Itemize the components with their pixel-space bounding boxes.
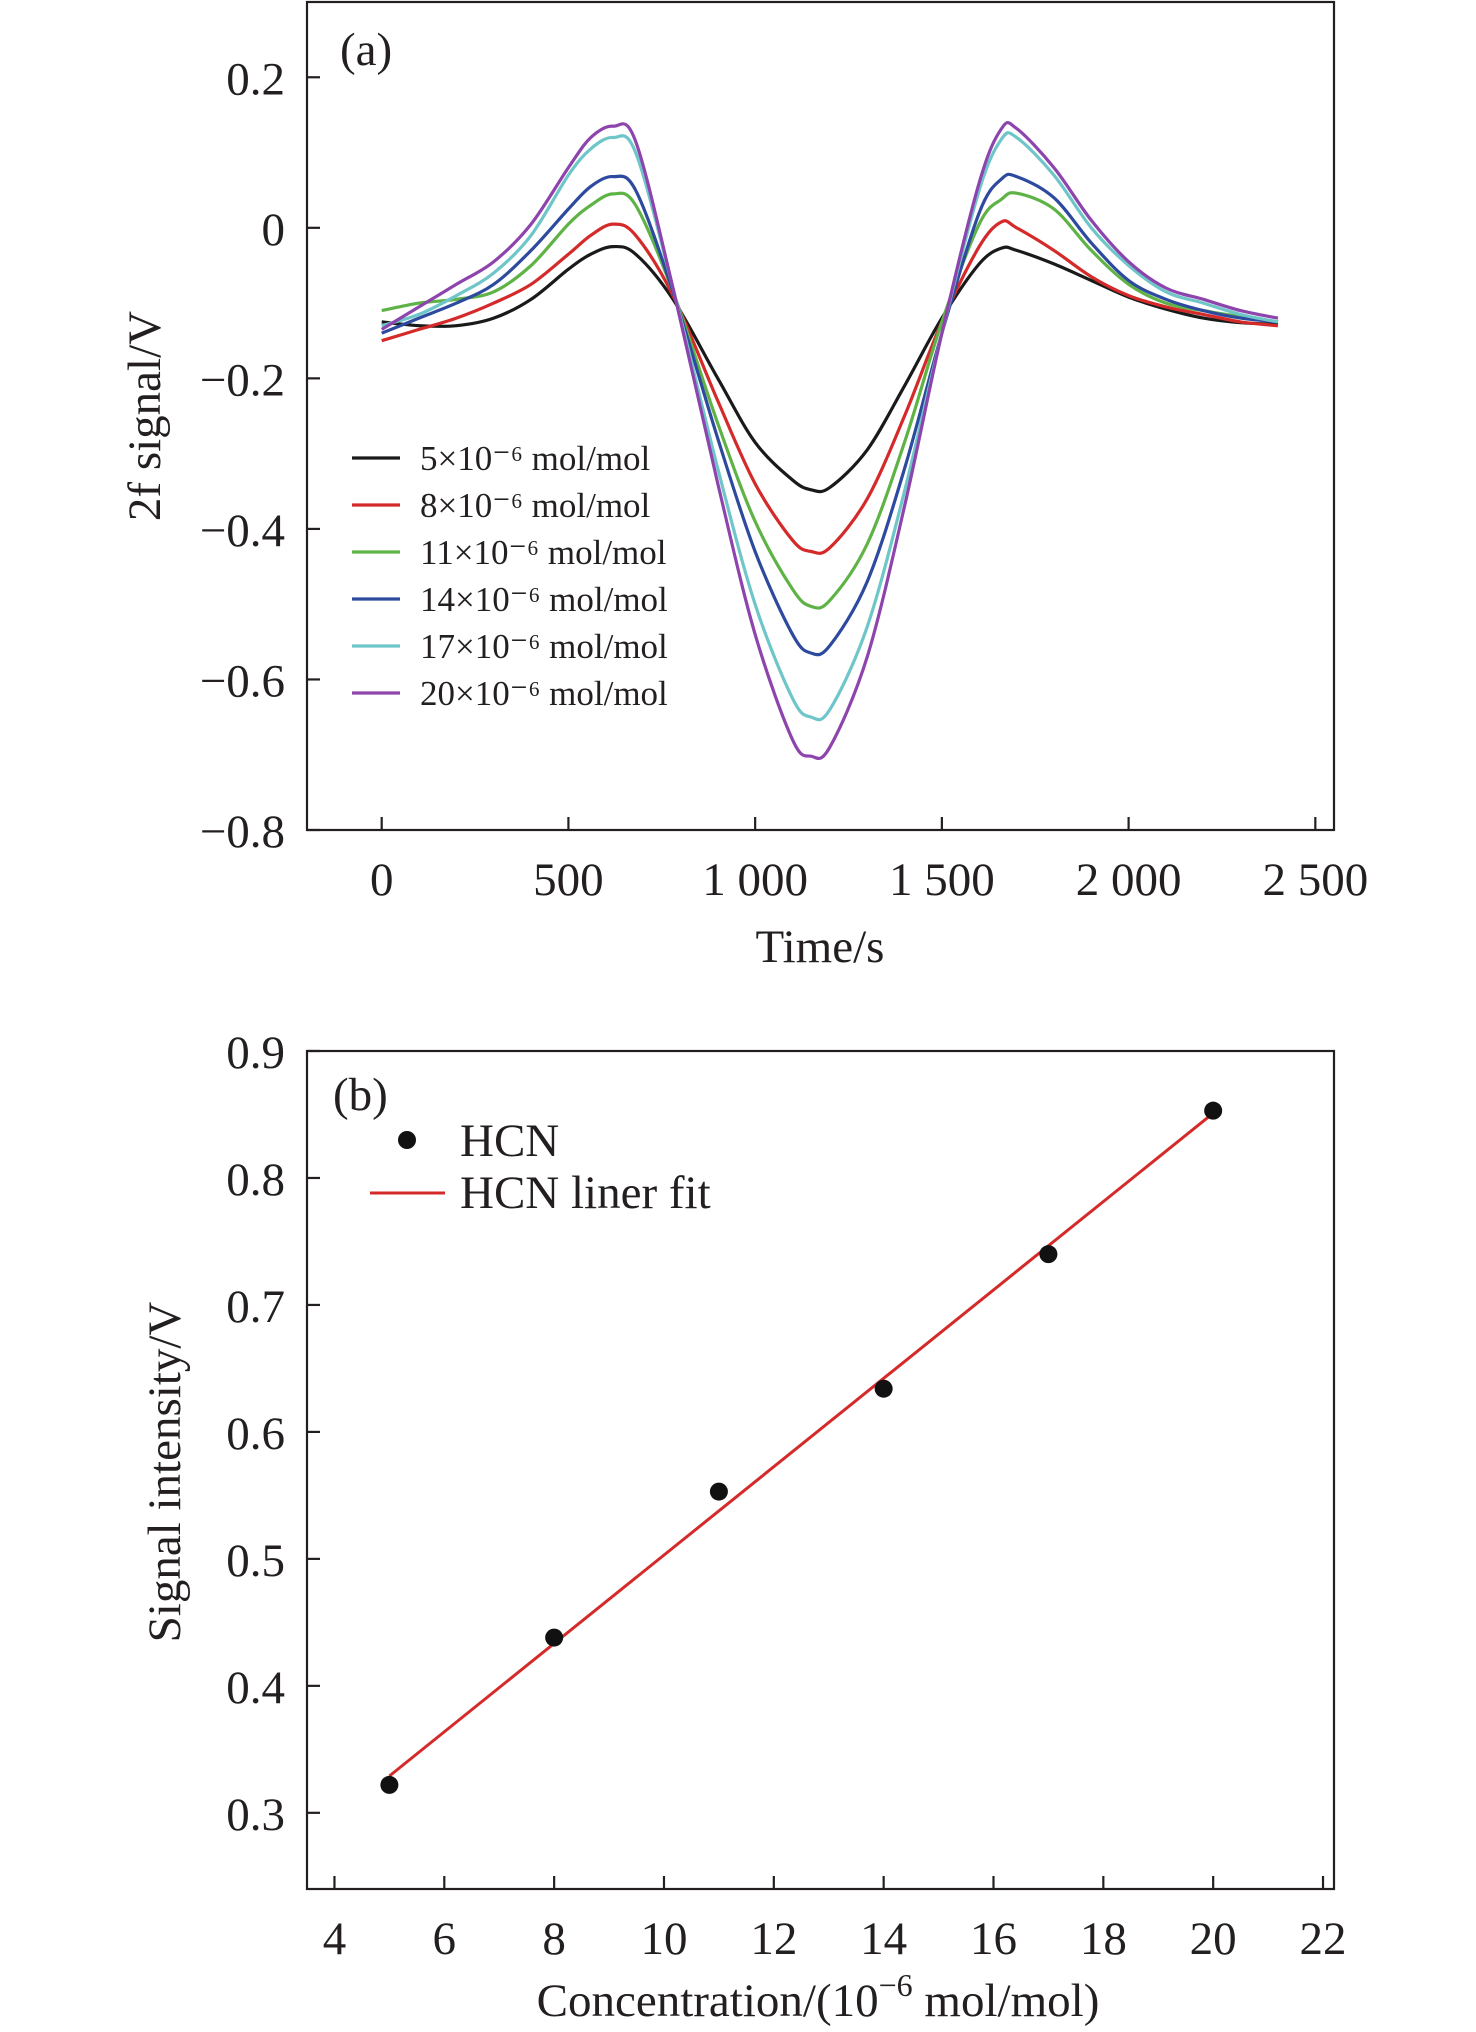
x-tick-label: 16 bbox=[970, 1913, 1017, 1965]
panel-a-y-ticks: 0.2 0 −0.2 −0.4 −0.6 −0.8 bbox=[200, 53, 320, 858]
x-tick-label: 500 bbox=[533, 854, 604, 906]
panel-b-plot-frame bbox=[305, 1049, 1336, 1891]
series-line-5 bbox=[381, 131, 1279, 722]
legend-label-3: 11×10⁻⁶ mol/mol bbox=[420, 533, 667, 572]
data-point bbox=[545, 1628, 564, 1647]
panel-b-scatter-chart: 4 6 8 10 12 14 16 18 20 22 0.30.40.50.60.70.80.9 … bbox=[139, 1027, 1347, 2027]
y-tick-label: −0.6 bbox=[200, 655, 285, 707]
y-tick-label: 0.8 bbox=[226, 1154, 285, 1206]
x-tick-label: 10 bbox=[640, 1913, 687, 1965]
x-tick-label: 2 000 bbox=[1076, 854, 1182, 906]
x-tick-label: 1 500 bbox=[889, 854, 995, 906]
y-tick-label: 0.3 bbox=[226, 1789, 285, 1841]
legend-label-hcn: HCN bbox=[460, 1115, 559, 1167]
y-tick-label: 0.5 bbox=[226, 1535, 285, 1587]
panel-a-x-ticks: 0 500 1 000 1 500 2 000 2 500 bbox=[370, 817, 1368, 906]
x-tick-label: 8 bbox=[542, 1913, 566, 1965]
x-tick-label: 1 000 bbox=[702, 854, 808, 906]
panel-b-x-axis-title-exponent: −6 bbox=[879, 1967, 913, 2003]
y-tick-label: 0.2 bbox=[226, 53, 285, 105]
y-tick-label: 0.4 bbox=[226, 1662, 285, 1714]
panel-b-label: (b) bbox=[333, 1069, 388, 1121]
x-tick-label: 6 bbox=[433, 1913, 457, 1965]
y-tick-label: −0.4 bbox=[200, 505, 285, 557]
panel-a-plot-frame bbox=[305, 0, 1336, 832]
series-line-1 bbox=[381, 244, 1279, 494]
panel-a-series-lines bbox=[380, 121, 1279, 761]
fit-line bbox=[388, 1112, 1215, 1778]
legend-marker-hcn bbox=[398, 1131, 416, 1149]
data-point bbox=[380, 1775, 399, 1794]
y-tick-label: −0.8 bbox=[200, 806, 285, 858]
legend-label-2: 8×10⁻⁶ mol/mol bbox=[420, 486, 651, 525]
y-tick-label: 0 bbox=[262, 204, 286, 256]
y-tick-label: 0.9 bbox=[226, 1027, 285, 1079]
legend-label-fit: HCN liner fit bbox=[460, 1167, 711, 1219]
x-tick-label: 20 bbox=[1190, 1913, 1237, 1965]
panel-b-y-axis-title: Signal intensity/V bbox=[139, 1302, 191, 1643]
x-tick-label: 14 bbox=[860, 1913, 907, 1965]
data-point bbox=[1204, 1101, 1223, 1120]
y-tick-label: 0.6 bbox=[226, 1408, 285, 1460]
panel-b-series bbox=[380, 1101, 1223, 1794]
legend-label-6: 20×10⁻⁶ mol/mol bbox=[420, 674, 668, 713]
series-line-2 bbox=[381, 219, 1279, 555]
panel-b-x-ticks: 4 6 8 10 12 14 16 18 20 22 bbox=[323, 1876, 1347, 1965]
panel-a-line-chart: 0 500 1 000 1 500 2 000 2 500 0.2 0 −0.2 −0.4 −0.… bbox=[119, 0, 1368, 973]
panel-a-x-axis-title: Time/s bbox=[756, 921, 885, 973]
data-point bbox=[709, 1482, 728, 1501]
x-tick-label: 12 bbox=[750, 1913, 797, 1965]
panel-a-y-axis-title: 2f signal/V bbox=[119, 311, 171, 521]
series-line-3 bbox=[381, 191, 1279, 610]
data-point bbox=[1039, 1245, 1058, 1264]
panel-b-x-axis-title-unit: mol/mol) bbox=[913, 1975, 1100, 2027]
series-line-6 bbox=[380, 121, 1279, 761]
panel-a-label: (a) bbox=[340, 24, 392, 76]
legend-label-4: 14×10⁻⁶ mol/mol bbox=[420, 580, 668, 619]
y-tick-label: −0.2 bbox=[200, 354, 285, 406]
panel-a-legend: 5×10⁻⁶ mol/mol 8×10⁻⁶ mol/mol 11×10⁻⁶ mol/… bbox=[352, 439, 668, 713]
x-tick-label: 4 bbox=[323, 1913, 347, 1965]
data-point bbox=[874, 1379, 893, 1398]
legend-label-1: 5×10⁻⁶ mol/mol bbox=[420, 439, 651, 478]
panel-b-x-axis-title-main: Concentration/(10 bbox=[537, 1975, 879, 2027]
x-tick-label: 0 bbox=[370, 854, 394, 906]
y-tick-label: 0.7 bbox=[226, 1281, 285, 1333]
x-tick-label: 22 bbox=[1300, 1913, 1347, 1965]
panel-b-x-axis-title: Concentration/(10−6 mol/mol) bbox=[537, 1967, 1100, 2027]
legend-label-5: 17×10⁻⁶ mol/mol bbox=[420, 627, 668, 666]
x-tick-label: 2 500 bbox=[1262, 854, 1368, 906]
panel-b-y-ticks: 0.3 0.4 0.5 0.6 0.7 0.8 0.9 bbox=[226, 1027, 320, 1841]
series-line-4 bbox=[381, 172, 1279, 657]
x-tick-label: 18 bbox=[1080, 1913, 1127, 1965]
